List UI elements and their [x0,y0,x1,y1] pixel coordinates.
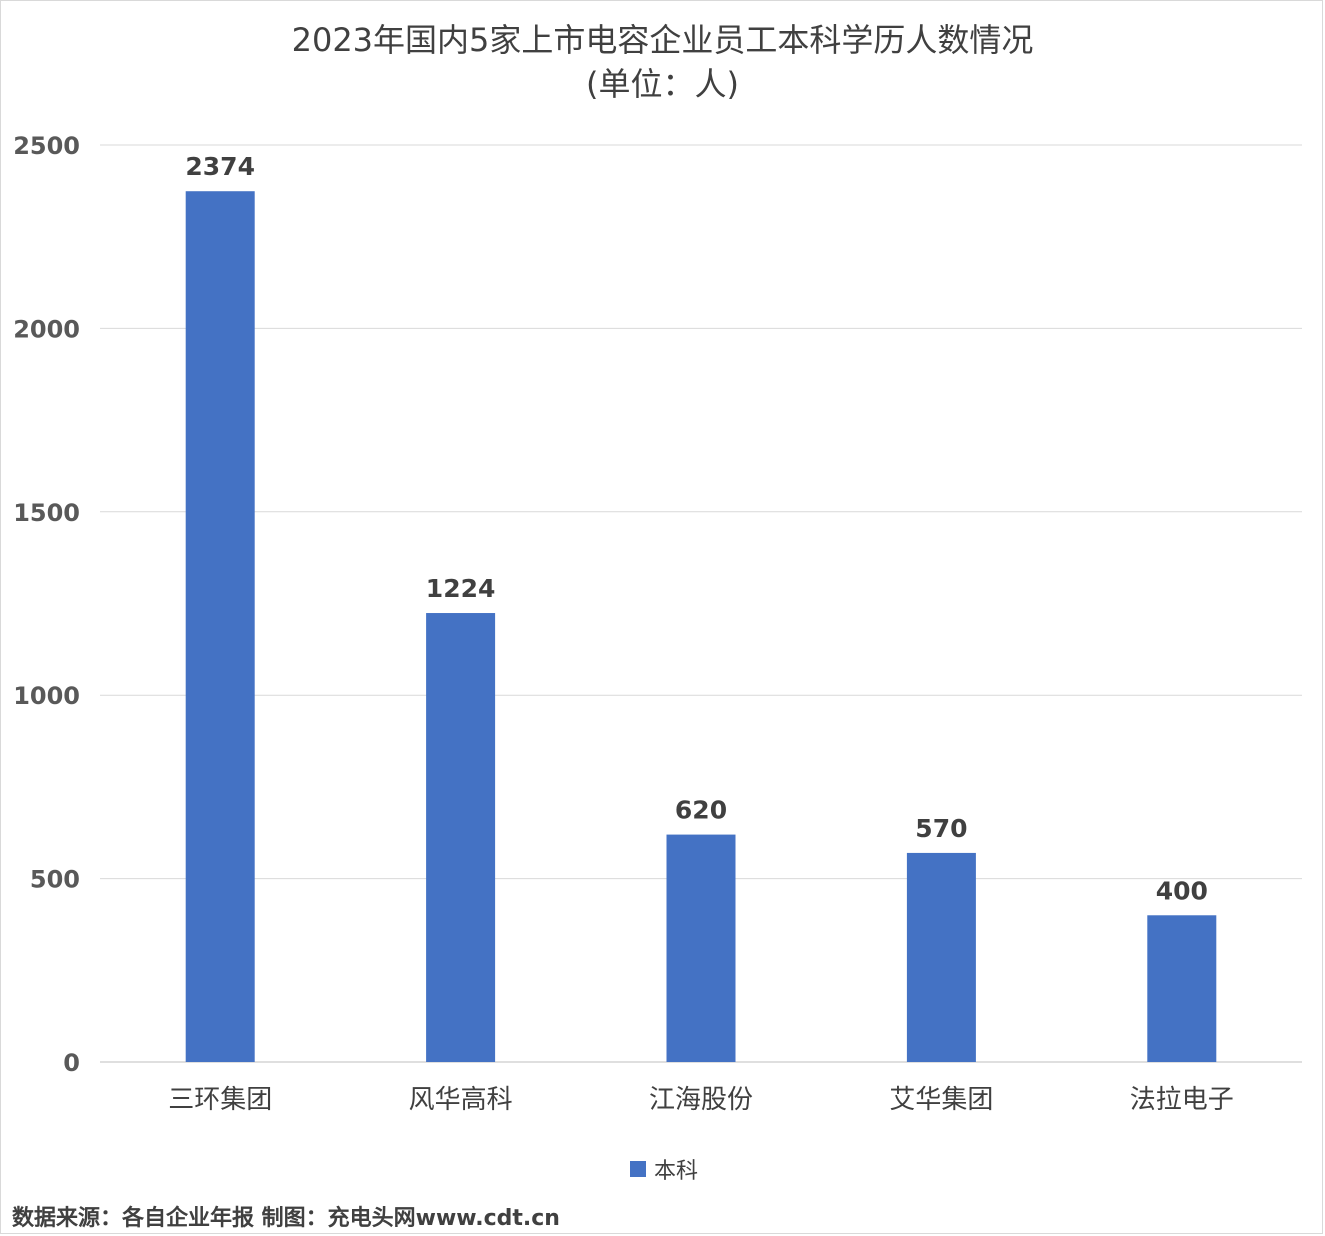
data-label: 1224 [426,574,496,603]
bar [1147,915,1217,1062]
bar [185,191,255,1062]
y-tick-label: 2000 [13,315,80,343]
legend-swatch [630,1161,646,1177]
chart-title-block: 2023年国内5家上市电容企业员工本科学历人数情况 (单位：人) [0,18,1325,106]
y-tick-label: 500 [30,866,80,894]
x-tick-label: 风华高科 [409,1085,513,1115]
bar [666,834,736,1062]
data-label: 400 [1156,876,1208,905]
legend-label: 本科 [654,1159,699,1184]
data-label: 570 [915,814,967,843]
x-tick-label: 艾华集团 [889,1085,993,1115]
bar [426,613,496,1062]
y-tick-label: 2500 [13,132,80,160]
y-tick-label: 1500 [13,499,80,527]
x-tick-label: 法拉电子 [1130,1085,1234,1115]
bars [185,191,1217,1062]
source-note: 数据来源：各自企业年报 制图：充电头网www.cdt.cn [12,1206,560,1231]
data-label: 620 [675,796,727,825]
legend: 本科 [630,1155,699,1184]
bar [906,852,976,1062]
x-axis-ticks: 三环集团 风华高科 江海股份 艾华集团 法拉电子 [168,1085,1234,1115]
data-label: 2374 [185,152,255,181]
chart-subtitle: (单位：人) [586,65,739,103]
chart-title: 2023年国内5家上市电容企业员工本科学历人数情况 [291,21,1034,59]
y-axis-ticks: 0 500 1000 1500 2000 2500 [13,132,80,1077]
x-tick-label: 三环集团 [168,1085,272,1115]
y-tick-label: 1000 [13,682,80,710]
y-tick-label: 0 [63,1049,80,1077]
x-tick-label: 江海股份 [649,1085,753,1115]
data-labels: 2374 1224 620 570 400 [185,152,1207,905]
